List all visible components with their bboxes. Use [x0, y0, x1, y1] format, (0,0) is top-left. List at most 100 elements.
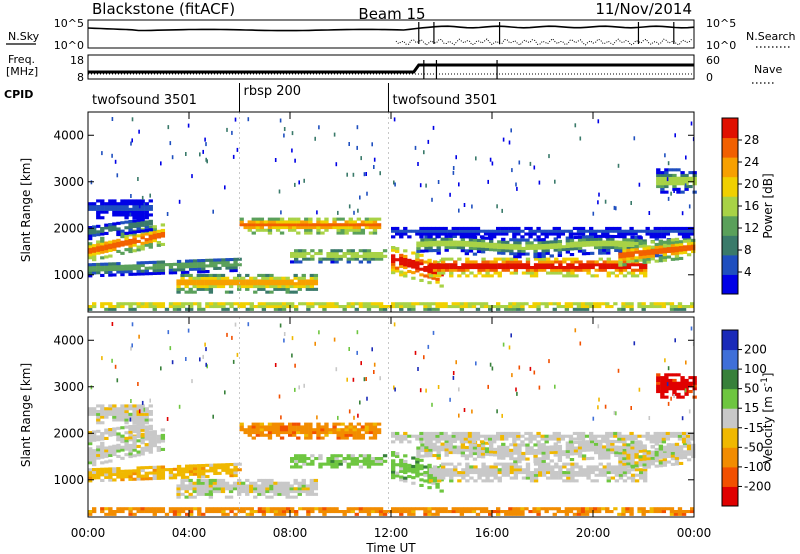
velocity-cell [168, 476, 174, 480]
power-cell [156, 305, 162, 309]
power-cell [261, 279, 266, 283]
power-cell [241, 282, 246, 286]
power-cell [630, 235, 635, 239]
velocity-cell [124, 415, 129, 419]
power-cell [261, 307, 267, 311]
velocity-cell [452, 451, 457, 455]
power-cell [391, 257, 396, 261]
power-cell [674, 237, 680, 241]
velocity-cell [493, 471, 498, 475]
power-cell [473, 274, 478, 278]
velocity-scatter [131, 343, 133, 348]
velocity-cell [672, 384, 677, 388]
power-cell [578, 268, 583, 272]
velocity-cell [578, 468, 583, 472]
power-cell [241, 285, 246, 289]
velocity-cell [480, 444, 486, 448]
power-cell [220, 276, 226, 280]
power-cell [395, 229, 400, 233]
power-cell [100, 250, 105, 254]
velocity-cell [617, 434, 622, 438]
velocity-cell [188, 478, 193, 482]
velocity-cell [649, 434, 654, 438]
velocity-cell [516, 510, 521, 514]
velocity-cell [664, 387, 669, 391]
power-cell [411, 259, 416, 263]
power-scatter [137, 177, 139, 181]
power-cell [584, 229, 590, 233]
velocity-cell [288, 422, 293, 426]
power-cell [642, 255, 647, 259]
velocity-cell [88, 479, 93, 483]
velocity-cell [193, 507, 198, 511]
velocity-scatter [463, 408, 466, 412]
power-cell [92, 228, 97, 232]
velocity-cell [378, 512, 384, 516]
velocity-scatter [352, 377, 355, 382]
beam-title: Beam 15 [358, 5, 425, 23]
velocity-cell [168, 473, 174, 477]
power-cell [606, 266, 611, 270]
power-cell [512, 302, 517, 306]
power-cell [688, 176, 693, 180]
colorbar-tick-label: 200 [744, 343, 767, 357]
velocity-cell [160, 428, 166, 432]
velocity-cell [395, 471, 400, 475]
velocity-cell [176, 510, 182, 514]
power-cell [104, 223, 109, 227]
power-cell [403, 226, 408, 230]
power-cell [639, 263, 644, 267]
velocity-cell [586, 471, 591, 475]
velocity-cell [92, 460, 97, 464]
velocity-cell [435, 466, 440, 470]
velocity-cell [437, 471, 442, 475]
power-cell [144, 213, 149, 217]
power-cell [352, 228, 357, 232]
power-cell [348, 217, 353, 221]
velocity-cell [649, 440, 654, 444]
velocity-cell [189, 510, 194, 514]
power-cell [637, 229, 642, 233]
power-cell [516, 226, 521, 230]
velocity-cell [476, 446, 482, 450]
velocity-cell [382, 512, 388, 516]
power-cell [376, 223, 382, 227]
power-colorbar-bands [722, 118, 738, 295]
velocity-cell [185, 464, 190, 468]
power-cell [521, 249, 526, 253]
velocity-cell [374, 462, 380, 466]
velocity-cell [391, 507, 396, 511]
velocity-cell [577, 446, 583, 450]
power-cell [436, 246, 441, 250]
velocity-scatter [199, 357, 201, 362]
power-cell [557, 239, 563, 243]
power-cell [556, 232, 561, 236]
power-cell [590, 235, 595, 239]
power-scatter [366, 191, 368, 196]
power-cell [441, 268, 446, 272]
power-cell [657, 232, 662, 236]
velocity-cell [550, 468, 555, 472]
power-cell [428, 243, 433, 247]
power-cell [463, 302, 469, 306]
power-cell [662, 255, 668, 259]
power-cell [193, 302, 198, 306]
velocity-cell [213, 469, 218, 473]
velocity-cell [618, 457, 623, 461]
freq-tick-top: 18 [70, 54, 84, 67]
power-cell [630, 248, 635, 252]
power-cell [88, 207, 93, 211]
power-cell [423, 305, 428, 309]
power-cell [340, 217, 345, 221]
velocity-cell [350, 454, 355, 458]
velocity-cell [273, 507, 279, 511]
power-cell [391, 271, 396, 275]
power-cell [128, 244, 133, 248]
power-cell [140, 213, 145, 217]
velocity-cell [536, 510, 541, 514]
velocity-cell [570, 468, 575, 472]
power-cell [334, 252, 339, 256]
power-cell [622, 263, 627, 267]
velocity-cell [472, 443, 478, 447]
power-cell [277, 276, 282, 280]
